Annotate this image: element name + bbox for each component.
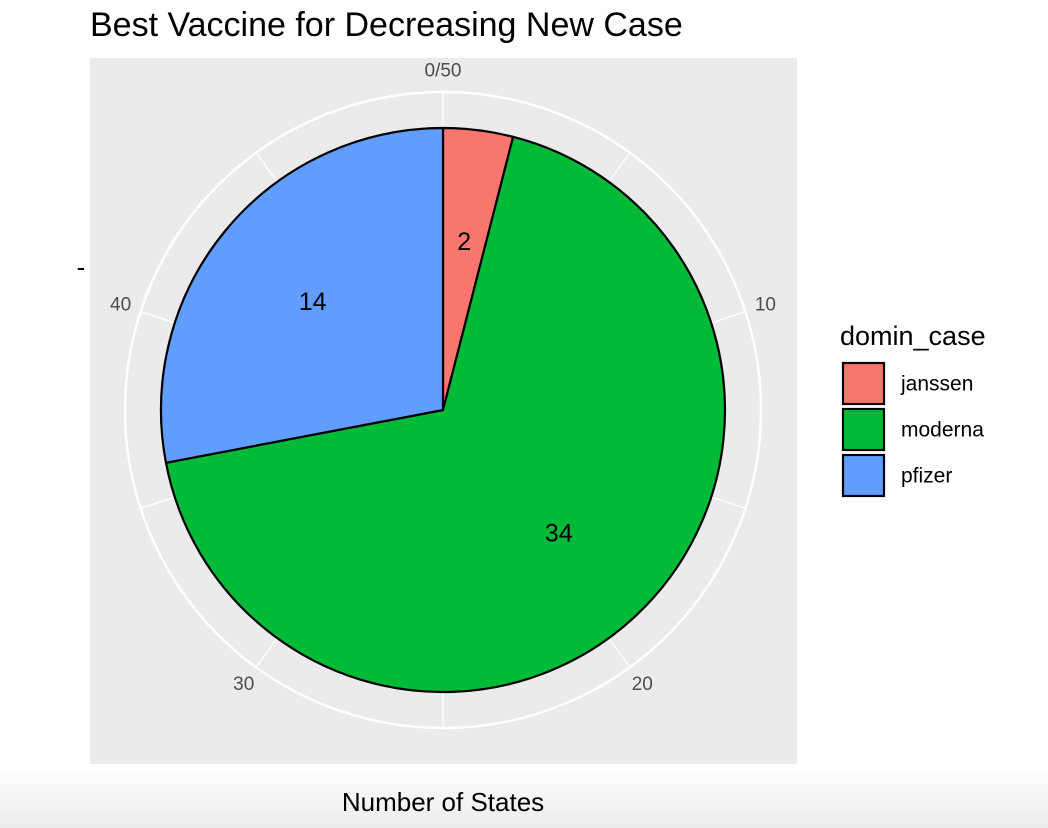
tick-label: 0/50 xyxy=(425,61,462,82)
legend-swatch-pfizer xyxy=(841,453,886,498)
pie-slice-moderna xyxy=(164,135,727,694)
tick-label: 30 xyxy=(233,674,254,695)
slice-value-labels: 2 34 14 xyxy=(299,228,573,547)
pie-slice-pfizer xyxy=(159,126,445,464)
slice-label-janssen: 2 xyxy=(457,228,471,256)
legend-label-janssen: janssen xyxy=(900,373,973,396)
slice-label-moderna: 34 xyxy=(545,519,573,547)
tick-label: 40 xyxy=(110,295,131,316)
chart-title: Best Vaccine for Decreasing New Case xyxy=(90,6,683,44)
angle-tick-labels: 0/50 10 20 30 40 xyxy=(110,61,776,695)
legend-title: domin_case xyxy=(840,321,986,351)
legend-label-moderna: moderna xyxy=(901,419,984,442)
legend: janssen moderna pfizer xyxy=(841,361,984,498)
tick-label: 10 xyxy=(755,295,776,316)
x-axis-title: Number of States xyxy=(342,787,544,817)
y-axis-title: - xyxy=(77,252,86,282)
slice-label-pfizer: 14 xyxy=(299,288,327,316)
tick-label: 20 xyxy=(632,674,653,695)
pie-slices xyxy=(159,126,727,694)
legend-label-pfizer: pfizer xyxy=(901,465,952,488)
legend-swatch-janssen xyxy=(841,361,886,406)
legend-swatch-moderna xyxy=(841,407,886,452)
bottom-shadow xyxy=(0,765,1048,828)
